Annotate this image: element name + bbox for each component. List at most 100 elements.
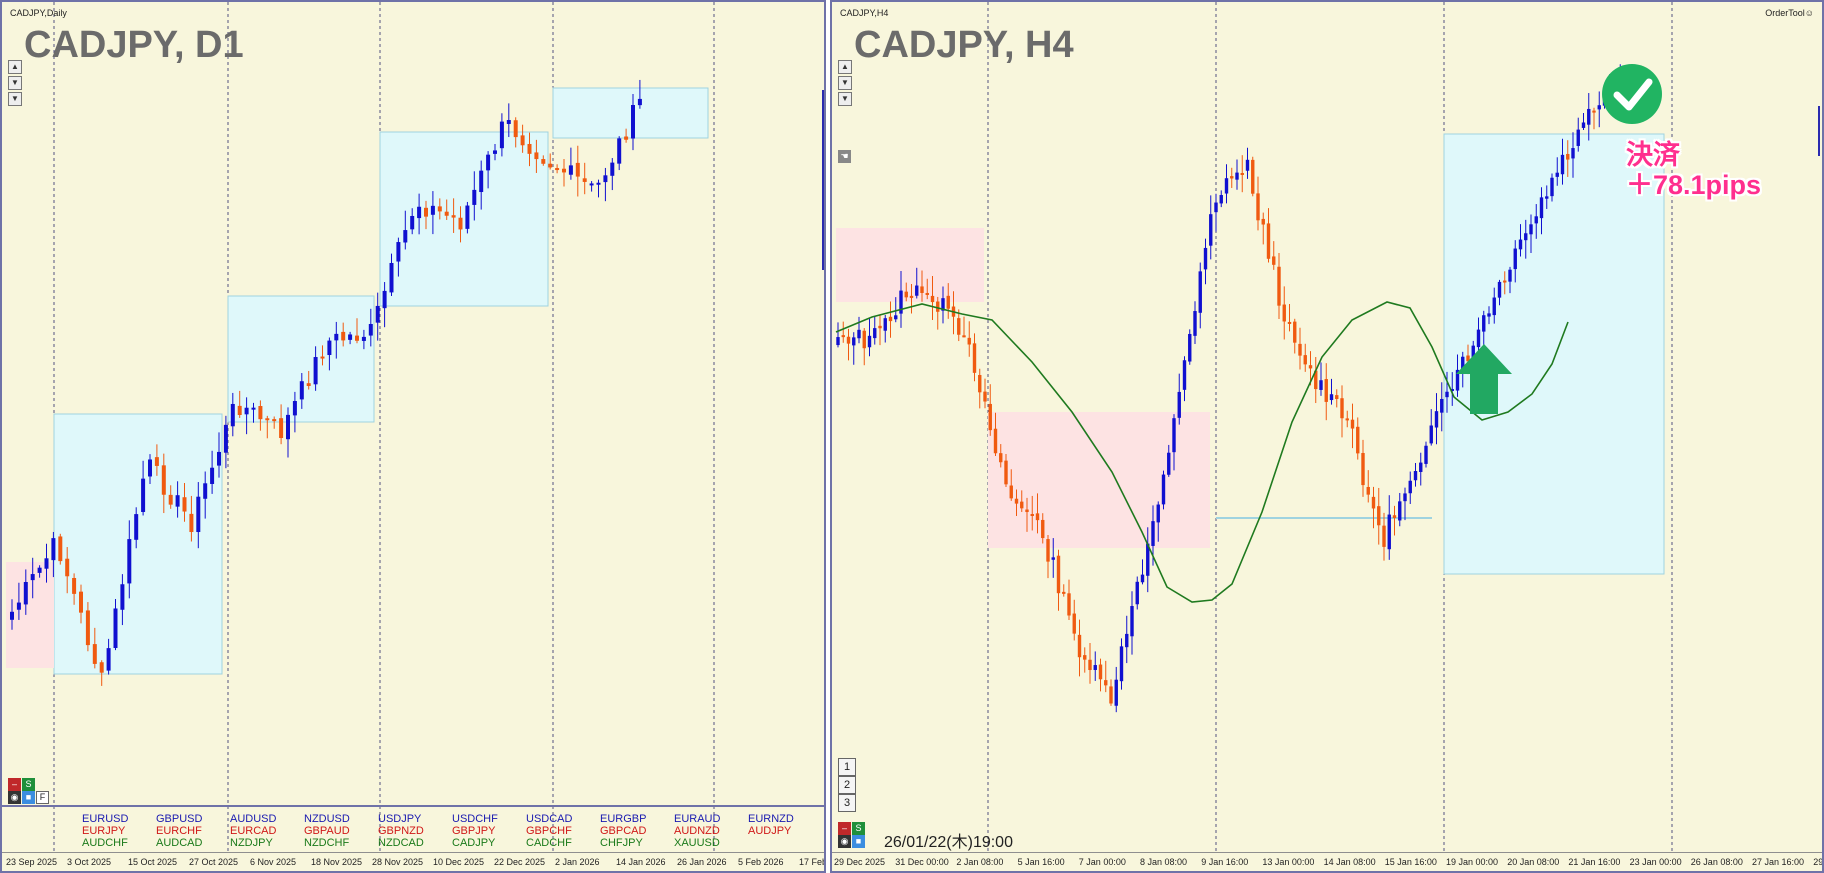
scroll-up-button[interactable]: ▲ xyxy=(838,60,852,74)
bull-candle xyxy=(1419,462,1423,472)
bull-candle xyxy=(203,483,208,499)
pair-nzdjpy[interactable]: NZDJPY xyxy=(230,837,273,849)
buy-arrow-icon xyxy=(1456,344,1512,414)
pair-audusd[interactable]: AUDUSD xyxy=(230,813,277,825)
number-button-3[interactable]: 3 xyxy=(838,794,856,812)
pair-eurjpy[interactable]: EURJPY xyxy=(82,825,126,837)
eye-icon[interactable]: ◉ xyxy=(838,835,851,848)
pair-eurgbp[interactable]: EURGBP xyxy=(600,813,647,825)
bear-candle xyxy=(513,120,518,138)
bull-candle xyxy=(313,357,318,385)
number-button-1[interactable]: 1 xyxy=(838,758,856,776)
hand-icon[interactable]: ☚ xyxy=(838,150,851,163)
pair-cadjpy[interactable]: CADJPY xyxy=(452,837,496,849)
pair-audnzd[interactable]: AUDNZD xyxy=(674,825,720,837)
pair-eurchf[interactable]: EURCHF xyxy=(156,825,202,837)
chart-symbol-label: CADJPY,Daily xyxy=(10,8,67,18)
bear-candle xyxy=(1230,176,1234,179)
bull-candle xyxy=(1539,197,1544,219)
daily-candlestick-chart[interactable] xyxy=(2,2,824,871)
bull-candle xyxy=(1398,501,1402,521)
h4-chart-window[interactable]: CADJPY,H4 CADJPY, H4 OrderTool☺ ▲ ▼ ▼ ☚ … xyxy=(830,0,1824,873)
pair-euraud[interactable]: EURAUD xyxy=(674,813,721,825)
bull-candle xyxy=(382,290,387,309)
pair-eurnzd[interactable]: EURNZD xyxy=(748,813,794,825)
pair-audchf[interactable]: AUDCHF xyxy=(82,837,128,849)
bull-candle xyxy=(1319,380,1323,390)
bull-candle xyxy=(894,315,898,320)
scroll-end-button[interactable]: ▼ xyxy=(838,92,852,106)
pair-gbpusd[interactable]: GBPUSD xyxy=(156,813,203,825)
bull-candle xyxy=(857,329,861,339)
bull-candle xyxy=(1424,445,1428,464)
pair-audjpy[interactable]: AUDJPY xyxy=(748,825,792,837)
time-tick-label: 13 Jan 00:00 xyxy=(1262,857,1315,867)
scroll-end-button[interactable]: ▼ xyxy=(8,92,22,106)
bull-candle xyxy=(196,496,201,533)
s-button[interactable]: S xyxy=(852,822,865,835)
bull-candle xyxy=(1114,679,1118,706)
bull-candle xyxy=(51,538,56,561)
pair-usdchf[interactable]: USDCHF xyxy=(452,813,498,825)
pair-gbpcad[interactable]: GBPCAD xyxy=(600,825,647,837)
pair-gbpjpy[interactable]: GBPJPY xyxy=(452,825,496,837)
bear-candle xyxy=(562,168,566,173)
check-circle-icon xyxy=(1602,64,1662,124)
bull-candle xyxy=(1214,202,1218,213)
bear-candle xyxy=(1041,519,1045,539)
h4-candlestick-chart[interactable] xyxy=(832,2,1822,871)
bull-candle xyxy=(610,162,615,176)
bear-candle xyxy=(1366,486,1370,495)
bull-candle xyxy=(1156,504,1160,523)
number-button-2[interactable]: 2 xyxy=(838,776,856,794)
pair-nzdcad[interactable]: NZDCAD xyxy=(378,837,424,849)
daily-chart-window[interactable]: CADJPY,Daily CADJPY, D1 ▲ ▼ ▼ – S ◉ ■ F … xyxy=(0,0,826,873)
bear-candle xyxy=(1340,398,1344,419)
bull-candle xyxy=(327,340,332,356)
scroll-down-button[interactable]: ▼ xyxy=(8,76,22,90)
time-axis: 29 Dec 2025 31 Dec 00:00 2 Jan 08:00 5 Jan … xyxy=(832,852,1822,871)
pair-usdjpy[interactable]: USDJPY xyxy=(378,813,422,825)
pair-nzdchf[interactable]: NZDCHF xyxy=(304,837,350,849)
pair-nzdusd[interactable]: NZDUSD xyxy=(304,813,350,825)
square-icon[interactable]: ■ xyxy=(22,791,35,804)
chart-scroll-buttons: ▲ ▼ ▼ xyxy=(838,60,852,108)
pair-gbpchf[interactable]: GBPCHF xyxy=(526,825,572,837)
result-label-line1: 決済 xyxy=(1626,140,1680,170)
pair-audcad[interactable]: AUDCAD xyxy=(156,837,203,849)
bear-candle xyxy=(548,163,553,168)
bull-candle xyxy=(210,467,215,484)
bull-candle xyxy=(127,539,132,584)
bull-candle xyxy=(410,215,415,230)
minus-button[interactable]: – xyxy=(8,778,21,791)
s-button[interactable]: S xyxy=(22,778,35,791)
pair-gbpaud[interactable]: GBPAUD xyxy=(304,825,350,837)
weekly-range-box xyxy=(227,295,375,423)
bull-candle xyxy=(1182,360,1187,390)
pair-cadchf[interactable]: CADCHF xyxy=(526,837,572,849)
square-icon[interactable]: ■ xyxy=(852,835,865,848)
pair-eurcad[interactable]: EURCAD xyxy=(230,825,277,837)
time-tick-label: 21 Jan 16:00 xyxy=(1568,857,1621,867)
pair-chfjpy[interactable]: CHFJPY xyxy=(600,837,643,849)
bull-candle xyxy=(1413,471,1418,481)
time-tick-label: 5 Jan 16:00 xyxy=(1017,857,1065,867)
pair-eurusd[interactable]: EURUSD xyxy=(82,813,129,825)
range-box xyxy=(836,228,984,302)
bear-candle xyxy=(878,325,882,329)
minus-button[interactable]: – xyxy=(838,822,851,835)
eye-icon[interactable]: ◉ xyxy=(8,791,21,804)
time-tick-label: 6 Nov 2025 xyxy=(250,857,297,867)
pair-xauusd[interactable]: XAUUSD xyxy=(674,837,720,849)
bear-candle xyxy=(925,292,929,295)
bull-candle xyxy=(244,407,249,415)
bull-candle xyxy=(1482,315,1486,332)
scroll-up-button[interactable]: ▲ xyxy=(8,60,22,74)
bear-candle xyxy=(967,337,971,345)
bull-candle xyxy=(1219,195,1223,204)
f-button[interactable]: F xyxy=(36,791,49,804)
scroll-down-button[interactable]: ▼ xyxy=(838,76,852,90)
pair-gbpnzd[interactable]: GBPNZD xyxy=(378,825,424,837)
pair-usdcad[interactable]: USDCAD xyxy=(526,813,573,825)
order-tool-label[interactable]: OrderTool☺ xyxy=(1765,8,1814,18)
